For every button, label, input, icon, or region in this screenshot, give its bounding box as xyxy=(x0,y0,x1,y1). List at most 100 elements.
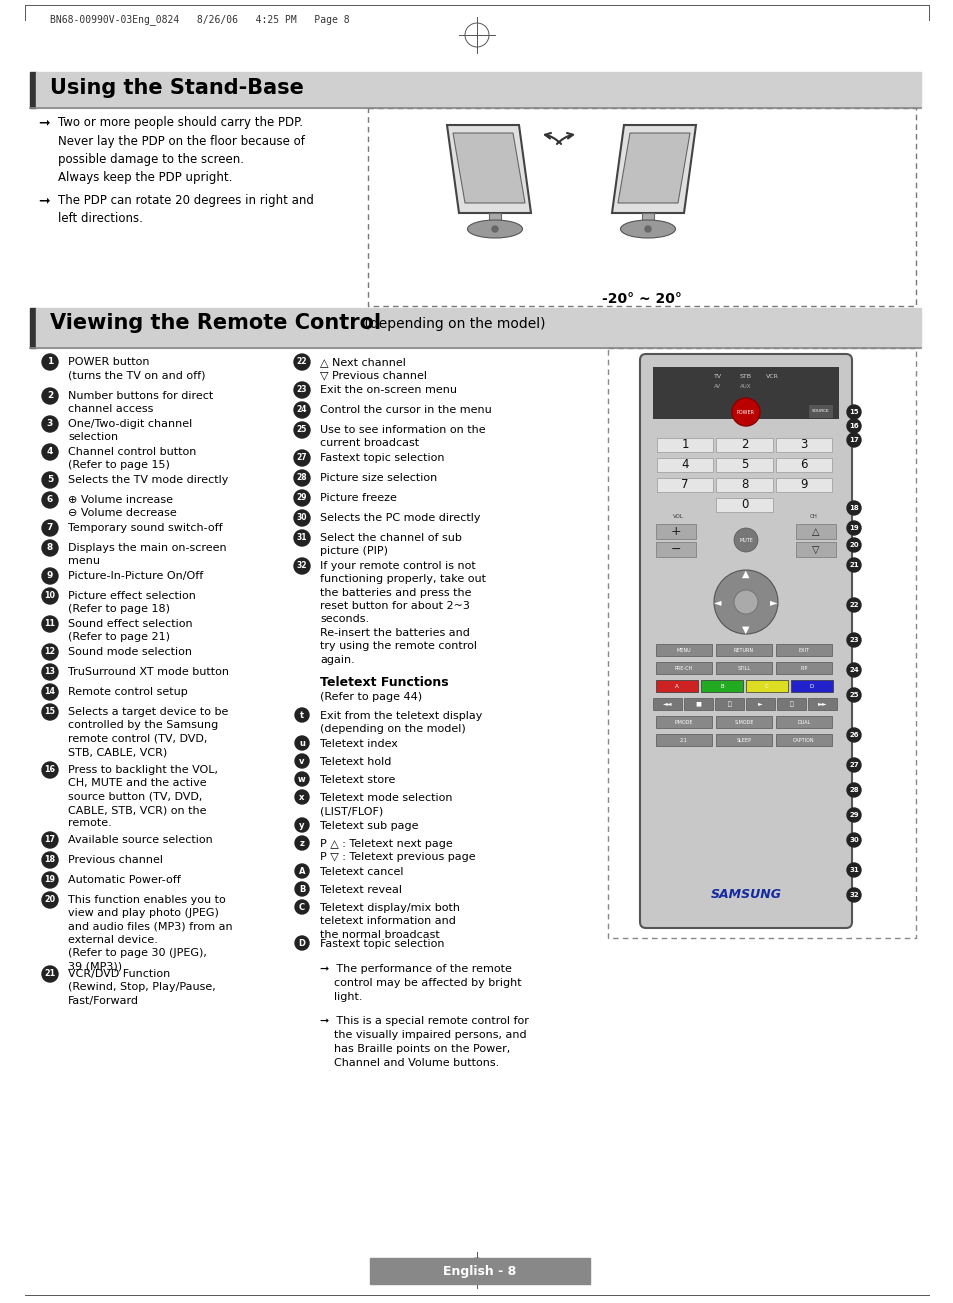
Text: Press to backlight the VOL,
CH, MUTE and the active
source button (TV, DVD,
CABL: Press to backlight the VOL, CH, MUTE and… xyxy=(68,765,218,829)
Text: 9: 9 xyxy=(47,572,53,581)
Text: Viewing the Remote Control: Viewing the Remote Control xyxy=(50,313,381,334)
Bar xyxy=(656,717,711,728)
Bar xyxy=(807,698,836,710)
Bar xyxy=(775,644,831,655)
Text: -20° ~ 20°: -20° ~ 20° xyxy=(601,292,681,306)
Text: +: + xyxy=(670,525,680,538)
Text: MUTE: MUTE xyxy=(739,538,752,542)
Text: CAPTION: CAPTION xyxy=(792,737,814,743)
Text: 21: 21 xyxy=(848,562,858,568)
Circle shape xyxy=(42,852,58,868)
Text: POWER: POWER xyxy=(737,410,754,414)
Circle shape xyxy=(294,422,310,438)
Bar xyxy=(657,438,713,452)
Text: 8: 8 xyxy=(47,543,53,552)
Text: Teletext hold: Teletext hold xyxy=(319,757,391,767)
Text: STILL: STILL xyxy=(737,666,750,671)
FancyBboxPatch shape xyxy=(639,354,851,928)
Text: 6: 6 xyxy=(47,495,53,504)
Polygon shape xyxy=(618,133,689,203)
Circle shape xyxy=(846,538,861,552)
Text: Picture-In-Picture On/Off: Picture-In-Picture On/Off xyxy=(68,571,203,581)
Circle shape xyxy=(294,754,309,767)
Text: Available source selection: Available source selection xyxy=(68,835,213,846)
Bar xyxy=(807,404,832,418)
Text: ➞: ➞ xyxy=(38,116,50,130)
Text: 16: 16 xyxy=(45,765,55,774)
Bar xyxy=(656,524,696,539)
Text: 15: 15 xyxy=(45,708,55,717)
Text: B: B xyxy=(720,684,723,688)
Circle shape xyxy=(42,472,58,489)
Text: Teletext Functions: Teletext Functions xyxy=(319,676,448,689)
Bar xyxy=(656,662,711,674)
Bar xyxy=(716,717,771,728)
Text: D: D xyxy=(298,938,305,947)
Bar xyxy=(489,212,500,229)
Circle shape xyxy=(846,663,861,678)
Text: Selects the TV mode directly: Selects the TV mode directly xyxy=(68,476,228,485)
Circle shape xyxy=(42,684,58,700)
Circle shape xyxy=(294,403,310,418)
Text: 18: 18 xyxy=(45,856,55,864)
Text: Previous channel: Previous channel xyxy=(68,855,163,865)
Text: Teletext sub page: Teletext sub page xyxy=(319,821,418,831)
Text: Remote control setup: Remote control setup xyxy=(68,687,188,697)
Bar xyxy=(776,698,805,710)
Text: DUAL: DUAL xyxy=(797,719,810,724)
Text: Temporary sound switch-off: Temporary sound switch-off xyxy=(68,523,222,533)
Bar xyxy=(716,457,772,472)
Text: ■: ■ xyxy=(695,701,700,706)
Circle shape xyxy=(846,833,861,847)
Text: Exit the on-screen menu: Exit the on-screen menu xyxy=(319,384,456,395)
Text: P.MODE: P.MODE xyxy=(674,719,693,724)
Text: ▽: ▽ xyxy=(811,545,819,555)
Circle shape xyxy=(42,539,58,556)
Bar xyxy=(656,644,711,655)
Text: ►: ► xyxy=(769,597,777,607)
Bar xyxy=(716,498,772,512)
Text: 14: 14 xyxy=(45,688,55,697)
Text: ◄: ◄ xyxy=(714,597,721,607)
Ellipse shape xyxy=(467,220,522,238)
Text: 3: 3 xyxy=(800,439,806,452)
Text: 10: 10 xyxy=(45,592,55,601)
Text: 6: 6 xyxy=(800,459,807,472)
Circle shape xyxy=(294,450,310,466)
Text: 8: 8 xyxy=(740,478,747,491)
Text: △: △ xyxy=(811,526,819,537)
Text: AV: AV xyxy=(714,384,720,390)
Circle shape xyxy=(846,688,861,702)
Bar xyxy=(36,72,920,108)
Bar xyxy=(656,542,696,556)
Bar xyxy=(775,717,831,728)
Text: SOURCE: SOURCE xyxy=(811,409,829,413)
Text: 31: 31 xyxy=(296,533,307,542)
Text: Use to see information on the
current broadcast: Use to see information on the current br… xyxy=(319,425,485,448)
Text: Teletext reveal: Teletext reveal xyxy=(319,885,401,895)
Text: 5: 5 xyxy=(740,459,747,472)
Circle shape xyxy=(846,521,861,536)
Text: A: A xyxy=(675,684,679,688)
Circle shape xyxy=(846,633,861,648)
Text: P △ : Teletext next page
P ▽ : Teletext previous page: P △ : Teletext next page P ▽ : Teletext … xyxy=(319,839,476,863)
Text: A: A xyxy=(298,866,305,876)
Bar xyxy=(775,457,831,472)
Text: S.MODE: S.MODE xyxy=(734,719,753,724)
Text: 32: 32 xyxy=(848,893,858,898)
Text: 25: 25 xyxy=(296,426,307,434)
Text: Picture size selection: Picture size selection xyxy=(319,473,436,483)
Text: 28: 28 xyxy=(296,473,307,482)
Circle shape xyxy=(294,708,309,722)
Circle shape xyxy=(733,528,758,552)
Text: ▲: ▲ xyxy=(741,569,749,579)
Text: v: v xyxy=(299,757,304,765)
Bar xyxy=(775,478,831,493)
Polygon shape xyxy=(453,133,524,203)
Text: 27: 27 xyxy=(848,762,858,767)
Text: CH: CH xyxy=(809,513,817,519)
Circle shape xyxy=(846,783,861,797)
Circle shape xyxy=(42,762,58,778)
Text: STB: STB xyxy=(740,374,751,379)
Text: C: C xyxy=(298,903,305,912)
